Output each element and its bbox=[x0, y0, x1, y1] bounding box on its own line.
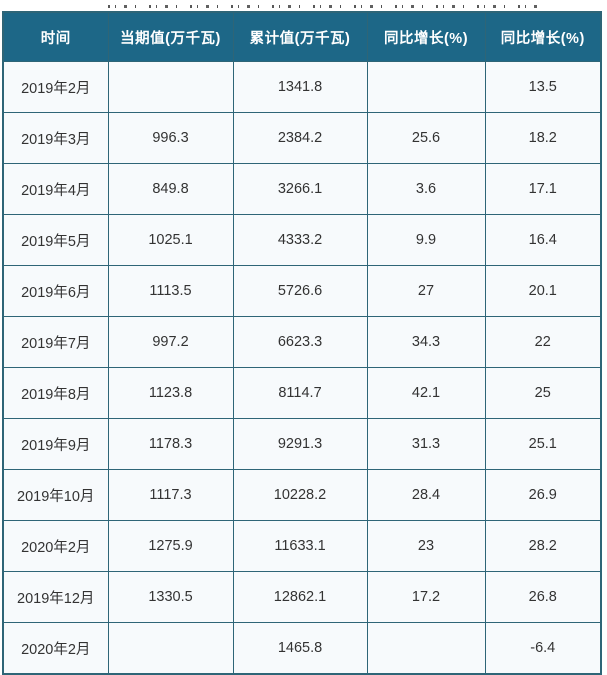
cell: 2019年4月 bbox=[2, 163, 109, 215]
cell: 13.5 bbox=[484, 61, 602, 113]
table-row: 2019年4月 849.8 3266.1 3.6 17.1 bbox=[2, 163, 602, 215]
cell: 3.6 bbox=[366, 163, 486, 215]
cell: 1275.9 bbox=[107, 520, 234, 572]
cell: 25 bbox=[484, 367, 602, 419]
cell: 997.2 bbox=[107, 316, 234, 368]
cell: 20.1 bbox=[484, 265, 602, 317]
cell: 18.2 bbox=[484, 112, 602, 164]
cell: 2019年2月 bbox=[2, 61, 109, 113]
cell: 11633.1 bbox=[232, 520, 368, 572]
cell: 2019年7月 bbox=[2, 316, 109, 368]
cell: 25.6 bbox=[366, 112, 486, 164]
cell: 8114.7 bbox=[232, 367, 368, 419]
table-row: 2019年6月 1113.5 5726.6 27 20.1 bbox=[2, 265, 602, 317]
cell: 2019年12月 bbox=[2, 571, 109, 623]
cell: 2019年10月 bbox=[2, 469, 109, 521]
cell bbox=[107, 61, 234, 113]
table-row: 2019年3月 996.3 2384.2 25.6 18.2 bbox=[2, 112, 602, 164]
table-row: 2019年9月 1178.3 9291.3 31.3 25.1 bbox=[2, 418, 602, 470]
header-row: 时间 当期值(万千瓦) 累计值(万千瓦) 同比增长(%) 同比增长(%) bbox=[2, 11, 602, 62]
table-row: 2020年2月 1275.9 11633.1 23 28.2 bbox=[2, 520, 602, 572]
cell: 26.8 bbox=[484, 571, 602, 623]
data-table: 时间 当期值(万千瓦) 累计值(万千瓦) 同比增长(%) 同比增长(%) 2019年2月… bbox=[2, 11, 602, 675]
cell: 1025.1 bbox=[107, 214, 234, 266]
table-row: 2019年10月 1117.3 10228.2 28.4 26.9 bbox=[2, 469, 602, 521]
cell: 9291.3 bbox=[232, 418, 368, 470]
column-header: 同比增长(%) bbox=[484, 11, 602, 62]
cell bbox=[107, 622, 234, 675]
cell: 3266.1 bbox=[232, 163, 368, 215]
column-header: 同比增长(%) bbox=[366, 11, 486, 62]
cell: 22 bbox=[484, 316, 602, 368]
cell: 5726.6 bbox=[232, 265, 368, 317]
cell: 17.1 bbox=[484, 163, 602, 215]
cell: 28.4 bbox=[366, 469, 486, 521]
cell: 34.3 bbox=[366, 316, 486, 368]
table-row: 2019年2月 1341.8 13.5 bbox=[2, 61, 602, 113]
cell: 1178.3 bbox=[107, 418, 234, 470]
cell: 31.3 bbox=[366, 418, 486, 470]
clipped-title-fragment bbox=[108, 3, 538, 9]
cell: 1113.5 bbox=[107, 265, 234, 317]
cell: 10228.2 bbox=[232, 469, 368, 521]
cell: 1123.8 bbox=[107, 367, 234, 419]
cell: 2384.2 bbox=[232, 112, 368, 164]
cell: 6623.3 bbox=[232, 316, 368, 368]
cell bbox=[366, 622, 486, 675]
cell: 1465.8 bbox=[232, 622, 368, 675]
table-row: 2019年12月 1330.5 12862.1 17.2 26.8 bbox=[2, 571, 602, 623]
cell: 4333.2 bbox=[232, 214, 368, 266]
cell: 25.1 bbox=[484, 418, 602, 470]
cell bbox=[366, 61, 486, 113]
table-row: 2019年8月 1123.8 8114.7 42.1 25 bbox=[2, 367, 602, 419]
cell: 16.4 bbox=[484, 214, 602, 266]
cell: 2020年2月 bbox=[2, 520, 109, 572]
cell: 2019年3月 bbox=[2, 112, 109, 164]
cell: 27 bbox=[366, 265, 486, 317]
cell: 2019年9月 bbox=[2, 418, 109, 470]
column-header: 累计值(万千瓦) bbox=[232, 11, 368, 62]
cell: 2019年8月 bbox=[2, 367, 109, 419]
cell: 42.1 bbox=[366, 367, 486, 419]
column-header: 当期值(万千瓦) bbox=[107, 11, 234, 62]
page: 时间 当期值(万千瓦) 累计值(万千瓦) 同比增长(%) 同比增长(%) 2019年2月… bbox=[2, 3, 602, 675]
cell: 28.2 bbox=[484, 520, 602, 572]
cell: -6.4 bbox=[484, 622, 602, 675]
table-row: 2019年5月 1025.1 4333.2 9.9 16.4 bbox=[2, 214, 602, 266]
cell: 996.3 bbox=[107, 112, 234, 164]
cell: 26.9 bbox=[484, 469, 602, 521]
column-header: 时间 bbox=[2, 11, 109, 62]
table-row: 2020年2月 1465.8 -6.4 bbox=[2, 622, 602, 675]
cell: 12862.1 bbox=[232, 571, 368, 623]
cell: 9.9 bbox=[366, 214, 486, 266]
cell: 2019年5月 bbox=[2, 214, 109, 266]
cell: 1117.3 bbox=[107, 469, 234, 521]
cell: 23 bbox=[366, 520, 486, 572]
cell: 17.2 bbox=[366, 571, 486, 623]
cell: 2019年6月 bbox=[2, 265, 109, 317]
cell: 849.8 bbox=[107, 163, 234, 215]
table-header: 时间 当期值(万千瓦) 累计值(万千瓦) 同比增长(%) 同比增长(%) bbox=[2, 11, 602, 62]
table-body: 2019年2月 1341.8 13.5 2019年3月 996.3 2384.2 25.6 1… bbox=[2, 61, 602, 675]
table-row: 2019年7月 997.2 6623.3 34.3 22 bbox=[2, 316, 602, 368]
cell: 1341.8 bbox=[232, 61, 368, 113]
cell: 2020年2月 bbox=[2, 622, 109, 675]
cell: 1330.5 bbox=[107, 571, 234, 623]
